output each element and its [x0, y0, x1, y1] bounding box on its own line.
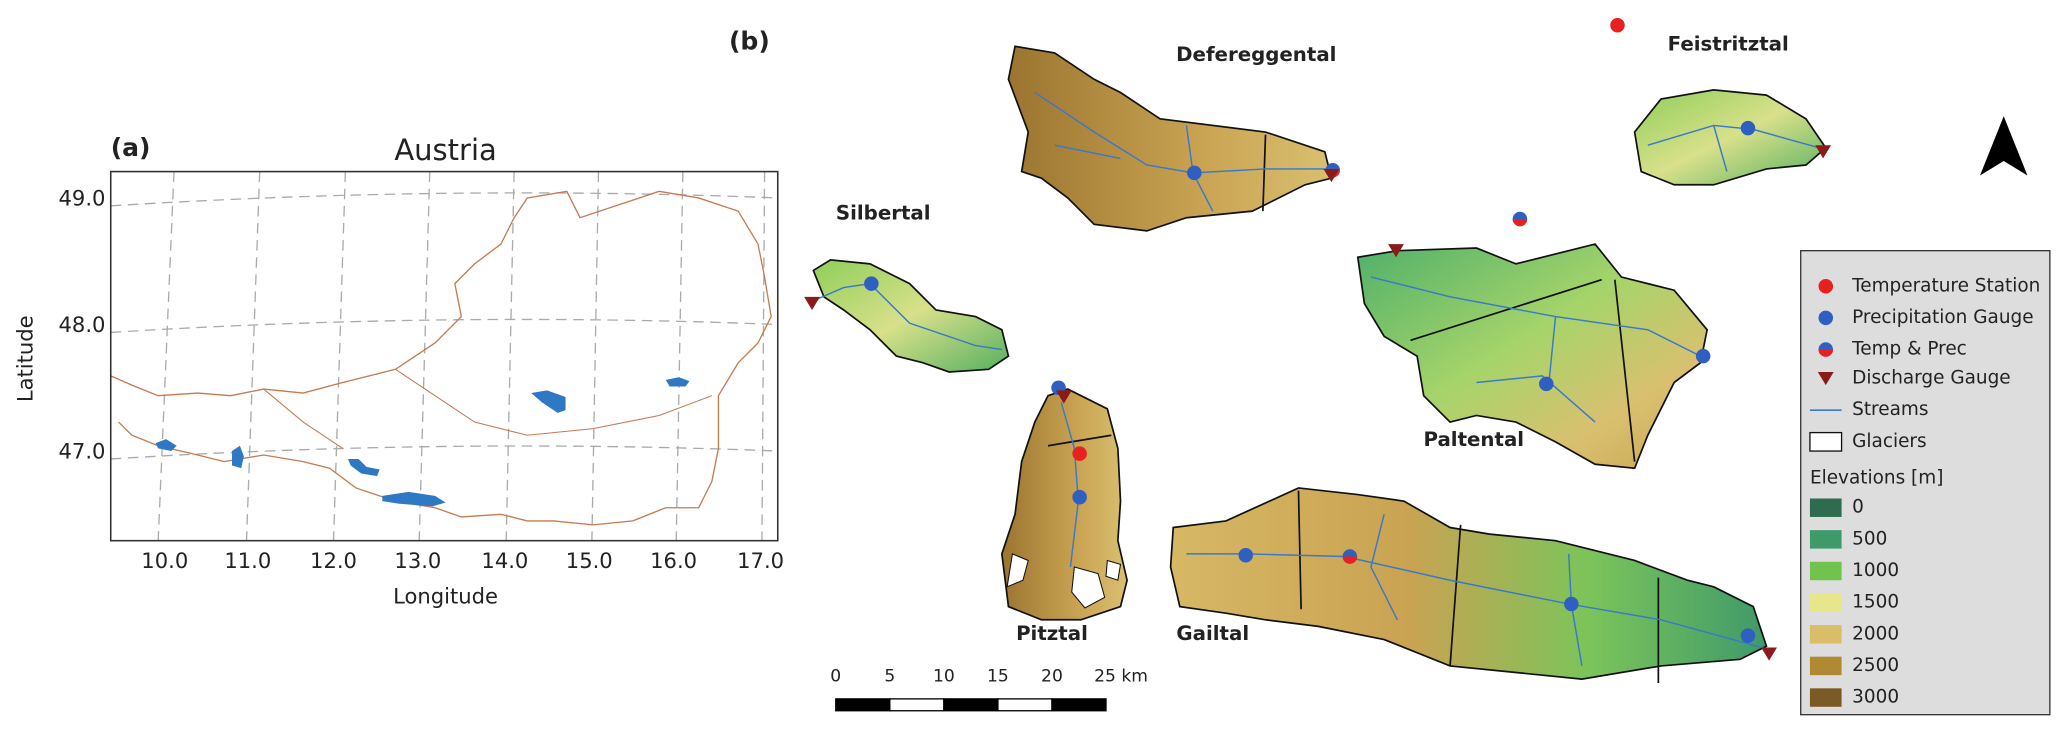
- legend-swatch: [1809, 530, 1842, 549]
- legend-swatch: [1809, 593, 1842, 612]
- legend-swatch: [1809, 498, 1842, 517]
- legend-label: 0: [1852, 497, 1864, 518]
- x-tick-label: 11.0: [224, 548, 271, 573]
- legend-symbol: [1818, 279, 1834, 294]
- map-frame: [109, 170, 779, 542]
- panel-label: (a): [111, 133, 151, 162]
- catchment-name: Silbertal: [836, 201, 931, 224]
- legend-label: Streams: [1852, 399, 1928, 420]
- catchment-shape: [812, 259, 1010, 373]
- legend-label: 1500: [1852, 592, 1899, 613]
- legend-symbol: [1818, 349, 1834, 357]
- panel-label: (b): [729, 26, 770, 55]
- temperature-station: [1610, 18, 1625, 33]
- y-tick-label: 47.0: [59, 438, 106, 463]
- x-tick-label: 13.0: [394, 548, 441, 573]
- catchment-shape: [1007, 45, 1333, 232]
- catchment-name: Defereggental: [1176, 43, 1336, 66]
- streams: [813, 91, 1820, 667]
- legend-label: 2500: [1852, 655, 1899, 676]
- legend-label: Precipitation Gauge: [1852, 307, 2033, 328]
- legend-label: 3000: [1852, 687, 1899, 708]
- legend-label: Temp & Prec: [1851, 339, 1967, 360]
- legend-swatch: [1809, 656, 1842, 676]
- scale-label: 10: [933, 666, 955, 686]
- x-tick-label: 14.0: [481, 548, 528, 573]
- x-axis-label: Longitude: [393, 583, 498, 608]
- legend-symbol: [1818, 310, 1834, 326]
- north-arrow: [1979, 116, 2028, 176]
- border: [395, 368, 713, 436]
- scale-label: 15: [987, 666, 1009, 686]
- scale-label: 20: [1041, 666, 1063, 686]
- legend-label: Discharge Gauge: [1852, 368, 2011, 389]
- catchment-name: Paltental: [1424, 428, 1525, 451]
- legend-label: Temperature Station: [1851, 275, 2040, 296]
- temperature-station: [1072, 446, 1087, 461]
- scale-bar: [835, 698, 1107, 712]
- map-title: Austria: [394, 133, 496, 167]
- border: [263, 388, 344, 449]
- x-tick-label: 15.0: [566, 548, 613, 573]
- catchment-markers: [155, 377, 690, 507]
- scale-label: 25 km: [1094, 666, 1148, 686]
- catchment-name: Feistritztal: [1668, 33, 1789, 56]
- x-tick-label: 12.0: [310, 548, 357, 573]
- legend-swatch: [1809, 688, 1842, 707]
- scale-label: 5: [884, 666, 895, 686]
- y-tick-label: 49.0: [59, 185, 106, 210]
- catchment-name: Pitztal: [1016, 622, 1088, 645]
- legend-swatch: [1809, 625, 1842, 644]
- y-tick-label: 48.0: [59, 312, 106, 337]
- x-tick-label: 16.0: [650, 548, 697, 573]
- catchment-shape: [1356, 243, 1709, 470]
- catchment-name: Gailtal: [1176, 622, 1249, 645]
- stations: [804, 18, 1832, 661]
- legend-heading: Elevations [m]: [1810, 468, 1943, 489]
- x-tick-label: 10.0: [141, 548, 188, 573]
- legend-box: [1800, 250, 2051, 716]
- legend-symbol: [1809, 431, 1843, 452]
- legend-label: 1000: [1852, 560, 1899, 581]
- catchment-shape: [1633, 88, 1827, 186]
- legend-swatch: [1809, 561, 1842, 581]
- graticule: [110, 171, 778, 541]
- legend-label: 2000: [1852, 623, 1899, 644]
- legend-label: 500: [1852, 528, 1887, 549]
- discharge-gauges: [804, 145, 1832, 661]
- border: [110, 190, 772, 526]
- legend-symbol: [1817, 371, 1834, 386]
- x-tick-label: 17.0: [737, 548, 784, 573]
- catchments: [812, 45, 1827, 684]
- catchment-shape: [1000, 388, 1128, 621]
- y-axis-label: Latitude: [12, 315, 37, 402]
- legend-label: Glaciers: [1852, 431, 1927, 452]
- map-austria: [109, 170, 779, 542]
- scale-label: 0: [830, 666, 841, 686]
